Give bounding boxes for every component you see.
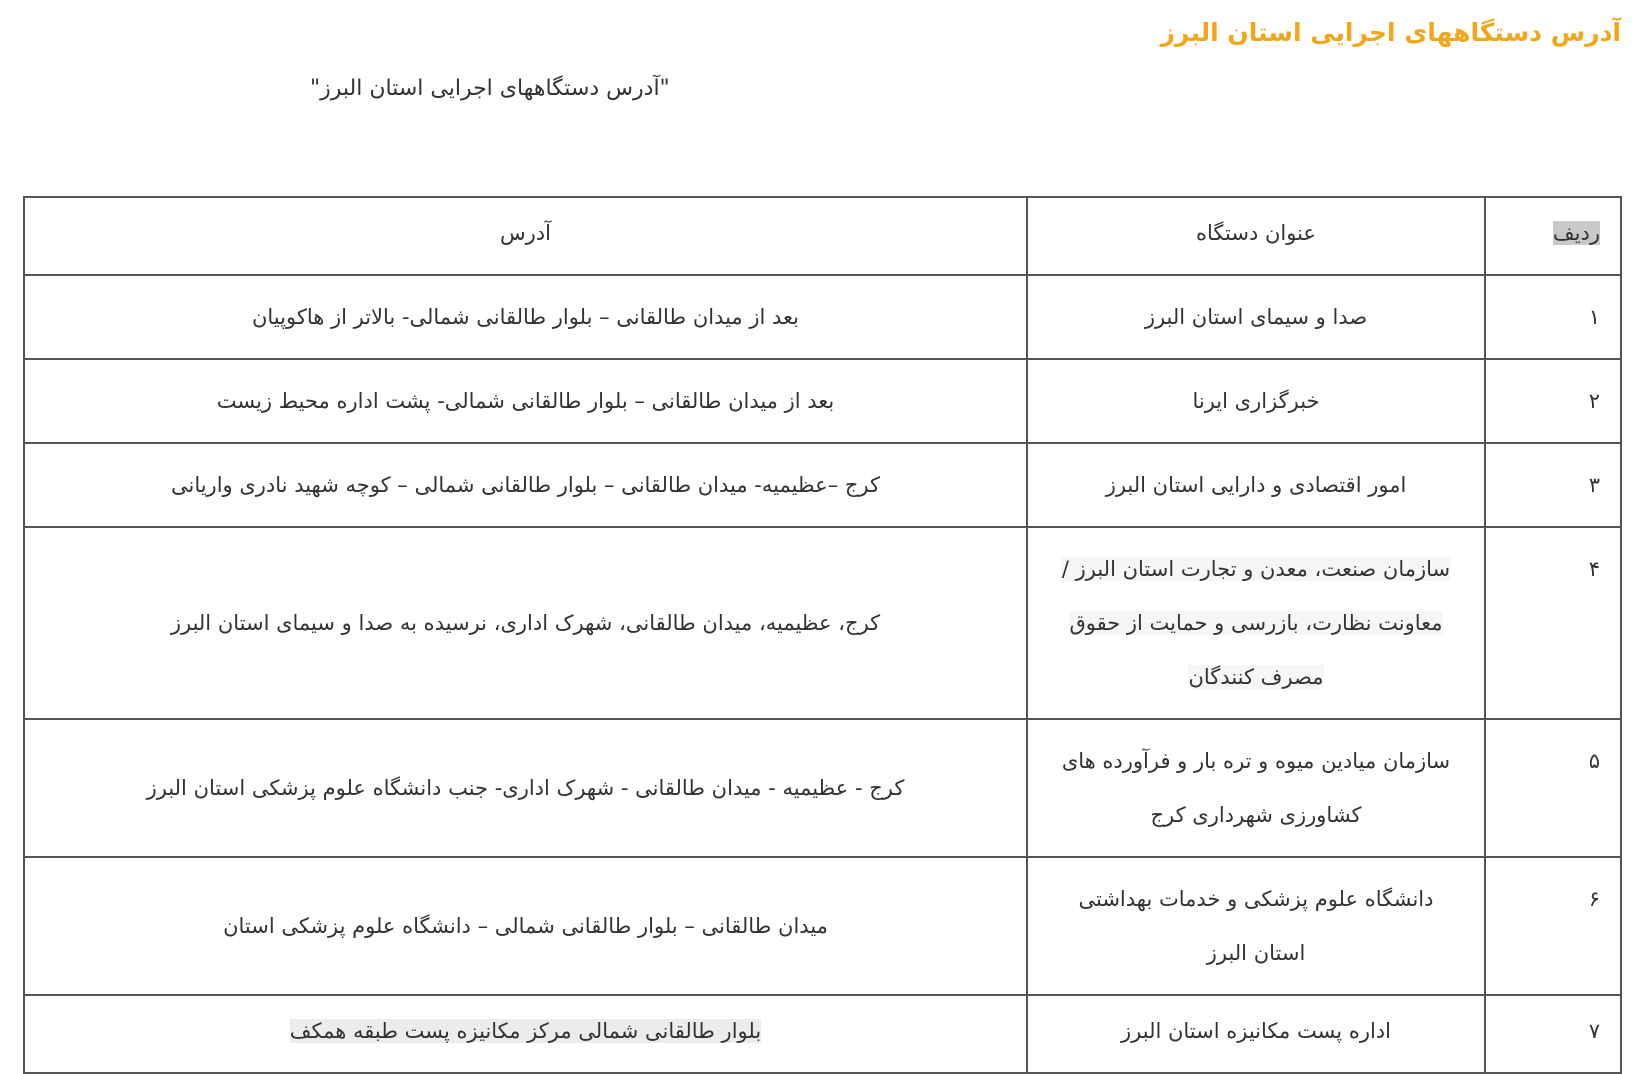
- table-row: ۷ اداره پست مکانیزه استان البرز بلوار طا…: [23, 994, 1622, 1074]
- org-name-line: سازمان میادین میوه و تره بار و فرآورده ه…: [1061, 749, 1451, 773]
- table-row: ۲ خبرگزاری ایرنا بعد از میدان طالقانی – …: [23, 358, 1622, 444]
- address: بلوار طالقانی شمالی مرکز مکانیزه پست طبق…: [23, 994, 1028, 1074]
- org-name-line: دانشگاه علوم پزشکی و خدمات بهداشتی: [1078, 887, 1434, 911]
- address: بعد از میدان طالقانی – بلوار طالقانی شما…: [23, 358, 1028, 444]
- header-row-number-label: ردیف: [1552, 221, 1600, 245]
- org-name-line: کشاورزی شهرداری کرج: [1150, 803, 1362, 827]
- address: کرج –عظیمیه- میدان طالقانی – بلوار طالقا…: [23, 442, 1028, 528]
- org-name: صدا و سیمای استان البرز: [1026, 274, 1486, 360]
- address: کرج، عظیمیه، میدان طالقانی، شهرک اداری، …: [23, 526, 1028, 720]
- org-name-line: سازمان صنعت، معدن و تجارت استان البرز /: [1061, 557, 1451, 581]
- org-name: سازمان صنعت، معدن و تجارت استان البرز / …: [1026, 526, 1486, 720]
- org-name: خبرگزاری ایرنا: [1026, 358, 1486, 444]
- row-number: ۷: [1484, 994, 1622, 1074]
- header-address: آدرس: [23, 196, 1028, 276]
- org-name-line: استان البرز: [1206, 941, 1306, 965]
- row-number: ۴: [1484, 526, 1622, 720]
- row-number: ۳: [1484, 442, 1622, 528]
- page-title: آدرس دستگاههای اجرایی استان البرز: [1160, 18, 1621, 47]
- row-number: ۱: [1484, 274, 1622, 360]
- row-number: ۶: [1484, 856, 1622, 996]
- org-name-line: معاونت نظارت، بازرسی و حمایت از حقوق: [1069, 611, 1443, 635]
- address: میدان طالقانی – بلوار طالقانی شمالی – دا…: [23, 856, 1028, 996]
- org-name: سازمان میادین میوه و تره بار و فرآورده ه…: [1026, 718, 1486, 858]
- org-name: اداره پست مکانیزه استان البرز: [1026, 994, 1486, 1074]
- address: کرج - عظیمیه - میدان طالقانی - شهرک ادار…: [23, 718, 1028, 858]
- row-number: ۵: [1484, 718, 1622, 858]
- page-subtitle: "آدرس دستگاههای اجرایی استان البرز": [310, 76, 670, 101]
- org-name: دانشگاه علوم پزشکی و خدمات بهداشتی استان…: [1026, 856, 1486, 996]
- org-name-line: مصرف کنندگان: [1188, 665, 1324, 689]
- header-row-number: ردیف: [1484, 196, 1622, 276]
- address-text: بلوار طالقانی شمالی مرکز مکانیزه پست طبق…: [289, 1019, 762, 1043]
- table-row: ۶ دانشگاه علوم پزشکی و خدمات بهداشتی است…: [23, 856, 1622, 996]
- table-header-row: ردیف عنوان دستگاه آدرس: [23, 196, 1622, 276]
- table-row: ۳ امور اقتصادی و دارایی استان البرز کرج …: [23, 442, 1622, 528]
- table-row: ۵ سازمان میادین میوه و تره بار و فرآورده…: [23, 718, 1622, 858]
- address: بعد از میدان طالقانی – بلوار طالقانی شما…: [23, 274, 1028, 360]
- header-org: عنوان دستگاه: [1026, 196, 1486, 276]
- table-row: ۴ سازمان صنعت، معدن و تجارت استان البرز …: [23, 526, 1622, 720]
- table-row: ۱ صدا و سیمای استان البرز بعد از میدان ط…: [23, 274, 1622, 360]
- row-number: ۲: [1484, 358, 1622, 444]
- agencies-table: ردیف عنوان دستگاه آدرس ۱ صدا و سیمای است…: [23, 196, 1622, 1074]
- org-name: امور اقتصادی و دارایی استان البرز: [1026, 442, 1486, 528]
